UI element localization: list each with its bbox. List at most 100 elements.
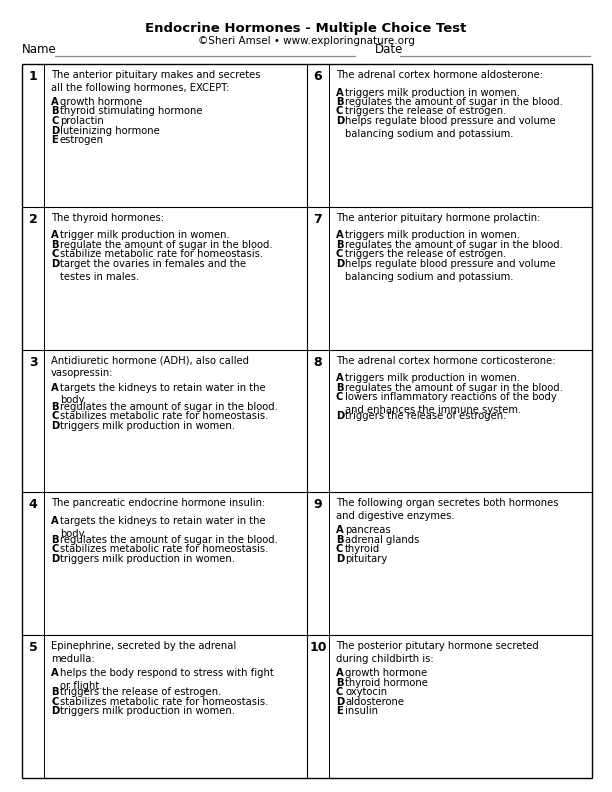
Text: B: B bbox=[51, 106, 59, 116]
Text: triggers milk production in women.: triggers milk production in women. bbox=[345, 373, 520, 383]
Text: triggers milk production in women.: triggers milk production in women. bbox=[60, 554, 235, 564]
Text: 1: 1 bbox=[29, 70, 37, 83]
Text: regulates the amount of sugar in the blood.: regulates the amount of sugar in the blo… bbox=[345, 383, 563, 393]
Text: A: A bbox=[336, 87, 344, 97]
Text: A: A bbox=[51, 668, 59, 678]
Text: E: E bbox=[336, 706, 343, 716]
Text: 8: 8 bbox=[314, 356, 323, 368]
Text: A: A bbox=[51, 516, 59, 526]
Text: growth hormone: growth hormone bbox=[345, 668, 427, 678]
Text: triggers the release of estrogen.: triggers the release of estrogen. bbox=[60, 687, 222, 697]
Text: trigger milk production in women.: trigger milk production in women. bbox=[60, 230, 230, 240]
Text: Name: Name bbox=[22, 43, 57, 56]
Text: targets the kidneys to retain water in the
body.: targets the kidneys to retain water in t… bbox=[60, 383, 266, 406]
Text: stabilizes metabolic rate for homeostasis.: stabilizes metabolic rate for homeostasi… bbox=[60, 411, 269, 421]
Text: D: D bbox=[51, 125, 59, 135]
Text: triggers milk production in women.: triggers milk production in women. bbox=[345, 230, 520, 240]
Text: regulate the amount of sugar in the blood.: regulate the amount of sugar in the bloo… bbox=[60, 240, 272, 249]
Text: Epinephrine, secreted by the adrenal
medulla:: Epinephrine, secreted by the adrenal med… bbox=[51, 642, 236, 664]
Text: 3: 3 bbox=[29, 356, 37, 368]
Text: growth hormone: growth hormone bbox=[60, 97, 142, 107]
Text: A: A bbox=[51, 383, 59, 393]
Text: D: D bbox=[336, 259, 344, 268]
Text: The adrenal cortex hormone aldosterone:: The adrenal cortex hormone aldosterone: bbox=[336, 70, 543, 80]
Text: targets the kidneys to retain water in the
body.: targets the kidneys to retain water in t… bbox=[60, 516, 266, 539]
Text: 2: 2 bbox=[29, 213, 37, 226]
Text: estrogen: estrogen bbox=[60, 135, 104, 145]
Text: A: A bbox=[51, 97, 59, 107]
Text: The adrenal cortex hormone corticosterone:: The adrenal cortex hormone corticosteron… bbox=[336, 356, 556, 366]
Text: stabilizes metabolic rate for homeostasis.: stabilizes metabolic rate for homeostasi… bbox=[60, 697, 269, 706]
Text: D: D bbox=[51, 421, 59, 431]
Text: 5: 5 bbox=[29, 642, 37, 654]
Text: A: A bbox=[336, 525, 344, 535]
Text: adrenal glands: adrenal glands bbox=[345, 535, 419, 545]
Text: C: C bbox=[336, 106, 343, 116]
Text: triggers milk production in women.: triggers milk production in women. bbox=[60, 706, 235, 716]
Text: 10: 10 bbox=[309, 642, 327, 654]
Text: C: C bbox=[336, 544, 343, 554]
Text: ©Sheri Amsel • www.exploringnature.org: ©Sheri Amsel • www.exploringnature.org bbox=[198, 36, 414, 46]
Text: insulin: insulin bbox=[345, 706, 378, 716]
Text: A: A bbox=[336, 668, 344, 678]
Text: B: B bbox=[336, 383, 343, 393]
Text: target the ovaries in females and the
testes in males.: target the ovaries in females and the te… bbox=[60, 259, 246, 282]
Text: thyroid hormone: thyroid hormone bbox=[345, 678, 428, 687]
Text: triggers the release of estrogen.: triggers the release of estrogen. bbox=[345, 411, 506, 421]
Text: C: C bbox=[336, 249, 343, 259]
Text: B: B bbox=[336, 678, 343, 687]
Text: The posterior pitutary hormone secreted
during childbirth is:: The posterior pitutary hormone secreted … bbox=[336, 642, 539, 664]
Text: 7: 7 bbox=[313, 213, 323, 226]
Text: triggers milk production in women.: triggers milk production in women. bbox=[60, 421, 235, 431]
Text: D: D bbox=[336, 554, 344, 564]
Text: oxytocin: oxytocin bbox=[345, 687, 387, 697]
Text: Antidiuretic hormone (ADH), also called
vasopressin:: Antidiuretic hormone (ADH), also called … bbox=[51, 356, 249, 379]
Text: The thyroid hormones:: The thyroid hormones: bbox=[51, 213, 164, 223]
Text: regulates the amount of sugar in the blood.: regulates the amount of sugar in the blo… bbox=[60, 535, 278, 545]
Text: stabilize metabolic rate for homeostasis.: stabilize metabolic rate for homeostasis… bbox=[60, 249, 263, 259]
Text: D: D bbox=[336, 411, 344, 421]
Text: B: B bbox=[51, 535, 59, 545]
Text: 6: 6 bbox=[314, 70, 323, 83]
Text: helps the body respond to stress with fight
or flight.: helps the body respond to stress with fi… bbox=[60, 668, 274, 691]
Text: B: B bbox=[336, 240, 343, 249]
Text: helps regulate blood pressure and volume
balancing sodium and potassium.: helps regulate blood pressure and volume… bbox=[345, 116, 556, 139]
Text: The following organ secretes both hormones
and digestive enzymes.: The following organ secretes both hormon… bbox=[336, 498, 559, 521]
Text: Endocrine Hormones - Multiple Choice Test: Endocrine Hormones - Multiple Choice Tes… bbox=[145, 22, 467, 35]
Text: A: A bbox=[51, 230, 59, 240]
Text: stabilizes metabolic rate for homeostasis.: stabilizes metabolic rate for homeostasi… bbox=[60, 544, 269, 554]
Text: C: C bbox=[336, 392, 343, 402]
Text: thyroid stimulating hormone: thyroid stimulating hormone bbox=[60, 106, 203, 116]
Text: B: B bbox=[51, 240, 59, 249]
Text: C: C bbox=[51, 411, 58, 421]
Text: luteinizing hormone: luteinizing hormone bbox=[60, 125, 160, 135]
Text: prolactin: prolactin bbox=[60, 116, 104, 126]
Text: thyroid: thyroid bbox=[345, 544, 380, 554]
Text: triggers milk production in women.: triggers milk production in women. bbox=[345, 87, 520, 97]
Text: The pancreatic endocrine hormone insulin:: The pancreatic endocrine hormone insulin… bbox=[51, 498, 265, 508]
Text: C: C bbox=[51, 249, 58, 259]
Text: C: C bbox=[51, 116, 58, 126]
Text: D: D bbox=[51, 554, 59, 564]
Text: A: A bbox=[336, 230, 344, 240]
Text: C: C bbox=[51, 697, 58, 706]
Text: regulates the amount of sugar in the blood.: regulates the amount of sugar in the blo… bbox=[60, 402, 278, 412]
Text: B: B bbox=[51, 402, 59, 412]
Text: E: E bbox=[51, 135, 58, 145]
Text: B: B bbox=[51, 687, 59, 697]
Text: triggers the release of estrogen.: triggers the release of estrogen. bbox=[345, 106, 506, 116]
Text: helps regulate blood pressure and volume
balancing sodium and potassium.: helps regulate blood pressure and volume… bbox=[345, 259, 556, 282]
Text: A: A bbox=[336, 373, 344, 383]
Text: 9: 9 bbox=[314, 498, 323, 512]
Text: pancreas: pancreas bbox=[345, 525, 390, 535]
Text: pituitary: pituitary bbox=[345, 554, 387, 564]
Text: B: B bbox=[336, 535, 343, 545]
Text: triggers the release of estrogen.: triggers the release of estrogen. bbox=[345, 249, 506, 259]
Text: lowers inflammatory reactions of the body
and enhances the immune system.: lowers inflammatory reactions of the bod… bbox=[345, 392, 557, 415]
Text: D: D bbox=[336, 116, 344, 126]
Text: regulates the amount of sugar in the blood.: regulates the amount of sugar in the blo… bbox=[345, 97, 563, 107]
Text: D: D bbox=[51, 259, 59, 268]
Text: B: B bbox=[336, 97, 343, 107]
Text: The anterior pituitary hormone prolactin:: The anterior pituitary hormone prolactin… bbox=[336, 213, 540, 223]
Text: D: D bbox=[51, 706, 59, 716]
